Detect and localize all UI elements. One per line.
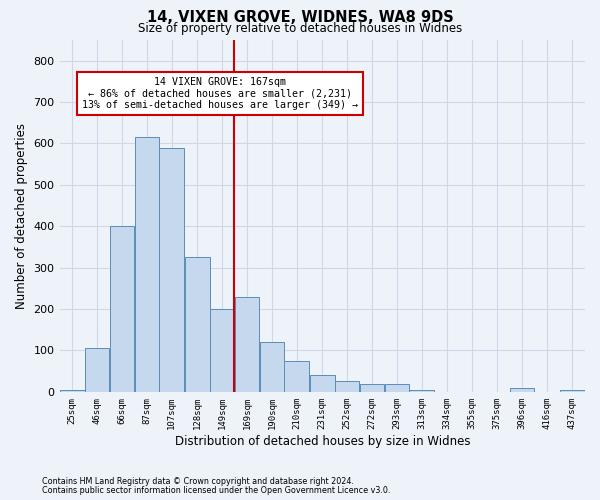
Bar: [60, 390, 85, 392]
Bar: [85, 348, 109, 392]
Bar: [335, 382, 359, 392]
X-axis label: Distribution of detached houses by size in Widnes: Distribution of detached houses by size …: [175, 434, 470, 448]
Text: Contains HM Land Registry data © Crown copyright and database right 2024.: Contains HM Land Registry data © Crown c…: [42, 477, 354, 486]
Bar: [359, 384, 385, 392]
Bar: [284, 361, 309, 392]
Bar: [409, 390, 434, 392]
Bar: [560, 390, 584, 392]
Y-axis label: Number of detached properties: Number of detached properties: [15, 123, 28, 309]
Bar: [211, 309, 234, 392]
Bar: [235, 296, 259, 392]
Text: 14 VIXEN GROVE: 167sqm
← 86% of detached houses are smaller (2,231)
13% of semi-: 14 VIXEN GROVE: 167sqm ← 86% of detached…: [82, 77, 358, 110]
Text: Contains public sector information licensed under the Open Government Licence v3: Contains public sector information licen…: [42, 486, 391, 495]
Bar: [110, 226, 134, 392]
Bar: [310, 376, 335, 392]
Bar: [185, 258, 210, 392]
Bar: [260, 342, 284, 392]
Text: 14, VIXEN GROVE, WIDNES, WA8 9DS: 14, VIXEN GROVE, WIDNES, WA8 9DS: [146, 10, 454, 25]
Text: Size of property relative to detached houses in Widnes: Size of property relative to detached ho…: [138, 22, 462, 35]
Bar: [135, 138, 159, 392]
Bar: [510, 388, 534, 392]
Bar: [160, 148, 184, 392]
Bar: [385, 384, 409, 392]
